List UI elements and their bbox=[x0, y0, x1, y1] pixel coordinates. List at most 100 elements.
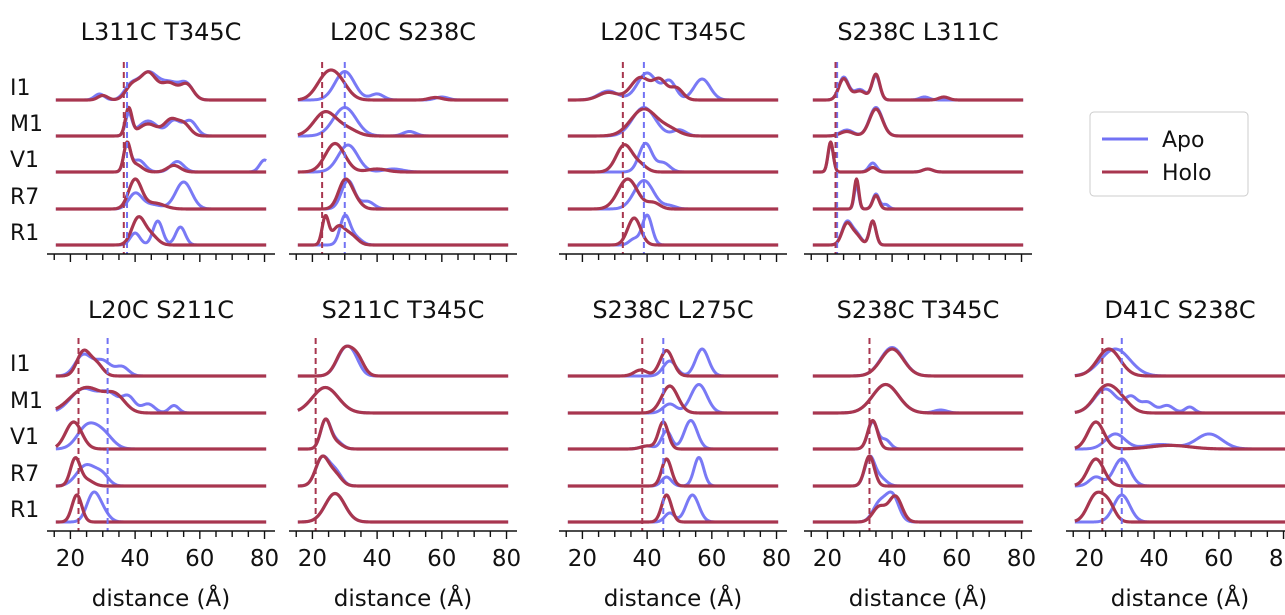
holo-density-I1 bbox=[567, 348, 779, 378]
x-tick-label: 80 bbox=[1007, 546, 1036, 572]
x-tick-label: 80 bbox=[492, 546, 521, 572]
panel-5: L20C S211C I1 M1 V1 R7 R1 20 40 60 80 distance (Å) bbox=[10, 296, 279, 612]
holo-density-I1 bbox=[297, 68, 509, 102]
holo-density-R1 bbox=[567, 216, 779, 247]
apo-density-V1 bbox=[567, 141, 779, 174]
panel-3: L20C T345C bbox=[559, 18, 787, 262]
holo-density-M1 bbox=[297, 385, 509, 415]
holo-density-R7 bbox=[812, 177, 1024, 211]
holo-density-I1 bbox=[812, 347, 1024, 378]
panel-title: L20C S238C bbox=[330, 18, 476, 46]
x-tick-label: 20 bbox=[568, 546, 597, 572]
holo-density-V1 bbox=[55, 140, 267, 174]
apo-density-I1 bbox=[812, 346, 1024, 378]
panel-title: S238C T345C bbox=[837, 296, 1000, 324]
holo-density-V1 bbox=[567, 420, 779, 451]
holo-density-R1 bbox=[297, 213, 509, 247]
apo-density-V1 bbox=[55, 140, 267, 174]
x-axis-label: distance (Å) bbox=[1111, 584, 1249, 612]
panels-layer: L311C T345C I1 M1 V1 R7 R1 L20C S238C L20C T345… bbox=[10, 18, 1285, 612]
apo-density-R7 bbox=[812, 183, 1024, 211]
holo-density-M1 bbox=[567, 384, 779, 415]
row-label: M1 bbox=[10, 389, 43, 414]
x-tick-label: 60 bbox=[1204, 546, 1233, 572]
holo-density-V1 bbox=[297, 417, 509, 451]
legend-apo-label: Apo bbox=[1162, 128, 1204, 153]
holo-density-R7 bbox=[1074, 457, 1285, 488]
row-label: R1 bbox=[10, 498, 39, 523]
apo-density-R7 bbox=[567, 179, 779, 211]
panel-6: S211C T345C 20 40 60 80 distance (Å) bbox=[289, 296, 521, 612]
panel-title: L20C T345C bbox=[600, 18, 746, 46]
holo-density-R7 bbox=[297, 454, 509, 488]
holo-density-R7 bbox=[297, 177, 509, 211]
apo-density-R1 bbox=[567, 213, 779, 247]
panel-4: S238C L311C bbox=[804, 18, 1032, 262]
holo-density-R1 bbox=[812, 494, 1024, 524]
x-tick-label: 80 bbox=[1269, 546, 1285, 572]
holo-density-R7 bbox=[567, 177, 779, 211]
holo-density-R7 bbox=[567, 457, 779, 488]
holo-density-M1 bbox=[297, 109, 509, 138]
panel-title: L20C S211C bbox=[88, 296, 234, 324]
apo-density-I1 bbox=[55, 352, 267, 378]
panel-title: S238C L311C bbox=[837, 18, 998, 46]
holo-density-M1 bbox=[55, 385, 267, 415]
panel-title: S238C L275C bbox=[592, 296, 753, 324]
x-tick-label: 20 bbox=[298, 546, 327, 572]
apo-density-I1 bbox=[297, 70, 509, 102]
holo-density-V1 bbox=[812, 418, 1024, 451]
x-tick-label: 60 bbox=[942, 546, 971, 572]
legend-holo-label: Holo bbox=[1162, 161, 1212, 186]
panel-7: S238C L275C 20 40 60 80 distance (Å) bbox=[559, 296, 791, 612]
holo-density-M1 bbox=[812, 107, 1024, 138]
apo-density-R7 bbox=[812, 454, 1024, 488]
holo-density-M1 bbox=[812, 382, 1024, 415]
holo-density-V1 bbox=[297, 141, 509, 174]
x-tick-label: 20 bbox=[813, 546, 842, 572]
x-tick-label: 40 bbox=[877, 546, 906, 572]
apo-density-R7 bbox=[55, 463, 267, 488]
holo-density-R1 bbox=[297, 491, 509, 524]
row-label: I1 bbox=[10, 352, 31, 377]
x-tick-label: 20 bbox=[56, 546, 85, 572]
panel-8: S238C T345C 20 40 60 80 distance (Å) bbox=[804, 296, 1036, 612]
x-tick-label: 80 bbox=[250, 546, 279, 572]
panel-title: S211C T345C bbox=[322, 296, 485, 324]
holo-density-V1 bbox=[812, 140, 1024, 174]
apo-density-I1 bbox=[55, 70, 267, 102]
x-tick-label: 20 bbox=[1075, 546, 1104, 572]
x-tick-label: 40 bbox=[632, 546, 661, 572]
holo-density-I1 bbox=[297, 344, 509, 378]
row-label: R7 bbox=[10, 185, 39, 210]
holo-density-R1 bbox=[1074, 490, 1285, 524]
panel-9: D41C S238C 20 40 60 80 distance (Å) bbox=[1066, 296, 1285, 612]
apo-density-V1 bbox=[812, 420, 1024, 451]
panel-title: D41C S238C bbox=[1104, 296, 1255, 324]
holo-density-R1 bbox=[55, 215, 267, 247]
holo-density-I1 bbox=[567, 75, 779, 102]
holo-density-V1 bbox=[54, 420, 267, 451]
x-tick-label: 80 bbox=[762, 546, 791, 572]
apo-density-M1 bbox=[1074, 387, 1285, 415]
x-tick-label: 40 bbox=[120, 546, 149, 572]
row-label: V1 bbox=[10, 148, 39, 173]
x-tick-label: 60 bbox=[185, 546, 214, 572]
holo-density-I1 bbox=[55, 348, 267, 378]
legend-frame bbox=[1089, 111, 1249, 197]
legend: Apo Holo bbox=[1089, 111, 1249, 197]
row-label: R7 bbox=[10, 462, 39, 487]
holo-density-V1 bbox=[567, 143, 779, 174]
apo-density-M1 bbox=[567, 106, 779, 138]
holo-density-I1 bbox=[55, 70, 267, 102]
row-label: V1 bbox=[10, 425, 39, 450]
holo-density-R1 bbox=[812, 219, 1024, 247]
apo-density-V1 bbox=[812, 142, 1024, 174]
holo-density-R7 bbox=[55, 456, 267, 488]
x-axis-label: distance (Å) bbox=[92, 584, 230, 612]
apo-density-R1 bbox=[812, 490, 1024, 524]
x-tick-label: 60 bbox=[697, 546, 726, 572]
apo-density-M1 bbox=[297, 386, 509, 415]
holo-density-R1 bbox=[55, 493, 267, 524]
